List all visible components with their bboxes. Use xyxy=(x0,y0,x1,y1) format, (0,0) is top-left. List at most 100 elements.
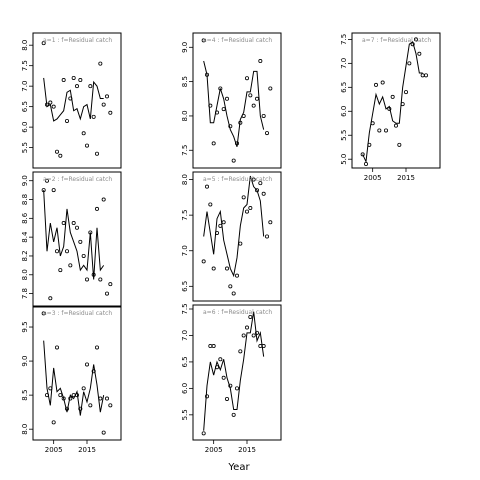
fitted-line xyxy=(203,311,265,431)
y-tick-label: 8.0 xyxy=(181,174,189,185)
data-point xyxy=(108,282,113,287)
data-point xyxy=(410,42,415,47)
data-point xyxy=(367,142,372,147)
data-point xyxy=(81,253,86,258)
data-point xyxy=(105,396,110,401)
y-tick-label: 7.5 xyxy=(181,303,189,314)
data-point xyxy=(88,403,93,408)
y-tick-label: 9.5 xyxy=(21,321,29,332)
data-point xyxy=(420,73,425,78)
data-point xyxy=(228,124,233,129)
panel-7: 5.0 5.5 6.0 6.5 7.0 7.5 2005 2015 a=7 : f=Residu… xyxy=(340,32,441,182)
data-point xyxy=(377,128,382,133)
data-point xyxy=(68,263,73,268)
data-point xyxy=(261,191,266,196)
data-point xyxy=(75,393,80,398)
data-point xyxy=(390,94,395,99)
data-point xyxy=(68,396,73,401)
data-point xyxy=(248,93,253,98)
data-point xyxy=(101,430,106,435)
data-point xyxy=(105,94,110,99)
y-tick-label: 6.5 xyxy=(340,82,348,93)
x-axis-title: Year xyxy=(227,462,250,473)
data-point xyxy=(234,386,239,391)
data-point xyxy=(45,178,50,183)
panel-1: 5.5 6.0 6.5 7.0 7.5 8.0 a=1 : f=Residual catch xyxy=(21,32,122,169)
fitted-line xyxy=(203,175,265,278)
x-tick-label: 2005 xyxy=(364,174,382,182)
panel-2: 7.8 8.0 8.2 8.4 8.6 8.8 9.0 a=2 : f=Residual ca… xyxy=(21,171,122,308)
data-point xyxy=(224,396,229,401)
panel-frame xyxy=(32,32,122,169)
data-point xyxy=(201,259,206,264)
y-tick-label: 7.5 xyxy=(21,60,29,71)
data-point xyxy=(373,82,378,87)
data-point xyxy=(231,412,236,417)
data-point xyxy=(251,177,256,182)
panel-frame xyxy=(351,32,441,169)
data-point xyxy=(231,291,236,296)
data-point xyxy=(41,311,46,316)
data-point xyxy=(91,114,96,119)
y-tick-label: 7.0 xyxy=(340,58,348,69)
y-tick-label: 8.8 xyxy=(21,194,29,205)
y-tick-label: 8.0 xyxy=(21,40,29,51)
data-point xyxy=(48,100,53,105)
panel-frame xyxy=(32,305,122,441)
data-point xyxy=(258,344,263,349)
data-point xyxy=(211,141,216,146)
panel-frame xyxy=(32,171,122,308)
panel-6: 5.5 6.0 6.5 7.0 7.5 2005 2015 a=6 : f=Residual … xyxy=(181,303,282,454)
y-tick-label: 5.5 xyxy=(340,130,348,141)
data-point xyxy=(231,158,236,163)
data-point xyxy=(238,349,243,354)
y-tick-label: 8.0 xyxy=(181,110,189,121)
fitted-line xyxy=(43,190,105,280)
data-point xyxy=(218,223,223,228)
data-point xyxy=(45,102,50,107)
panel-label: a=7 : f=Residual catch xyxy=(362,37,431,44)
y-tick-label: 5.5 xyxy=(181,409,189,420)
x-tick-label: 2005 xyxy=(45,446,63,454)
data-point xyxy=(244,209,249,214)
data-point xyxy=(55,345,60,350)
data-point xyxy=(105,291,110,296)
y-tick-label: 8.5 xyxy=(181,76,189,87)
y-tick-label: 7.8 xyxy=(21,288,29,299)
panel-label: a=3 : f=Residual catch xyxy=(43,310,112,317)
y-tick-label: 7.5 xyxy=(181,145,189,156)
data-point xyxy=(201,431,206,436)
data-point xyxy=(204,72,209,77)
panel-label: a=5 : f=Residual catch xyxy=(203,176,272,183)
data-point xyxy=(81,131,86,136)
data-point xyxy=(400,102,405,107)
panel-frame xyxy=(192,171,282,302)
data-point xyxy=(251,103,256,108)
data-point xyxy=(214,230,219,235)
data-point xyxy=(387,106,392,111)
data-point xyxy=(383,128,388,133)
data-point xyxy=(65,249,70,254)
data-point xyxy=(71,75,76,80)
data-point xyxy=(45,393,50,398)
data-point xyxy=(91,369,96,374)
fitted-line xyxy=(203,60,265,147)
data-point xyxy=(413,37,418,42)
data-point xyxy=(238,120,243,125)
data-point xyxy=(248,314,253,319)
y-tick-label: 6.5 xyxy=(181,281,189,292)
data-point xyxy=(397,142,402,147)
data-point xyxy=(51,104,56,109)
panel-label: a=6 : f=Residual catch xyxy=(203,309,272,316)
data-point xyxy=(85,277,90,282)
y-tick-label: 9.0 xyxy=(21,356,29,367)
panel-3: 8.0 8.5 9.0 9.5 2005 2015 a=3 : f=Residual cat… xyxy=(21,305,122,454)
data-point xyxy=(81,386,86,391)
data-point xyxy=(423,73,428,78)
data-point xyxy=(254,96,259,101)
y-tick-label: 7.5 xyxy=(181,210,189,221)
data-point xyxy=(88,84,93,89)
data-point xyxy=(41,41,46,46)
data-point xyxy=(417,51,422,56)
